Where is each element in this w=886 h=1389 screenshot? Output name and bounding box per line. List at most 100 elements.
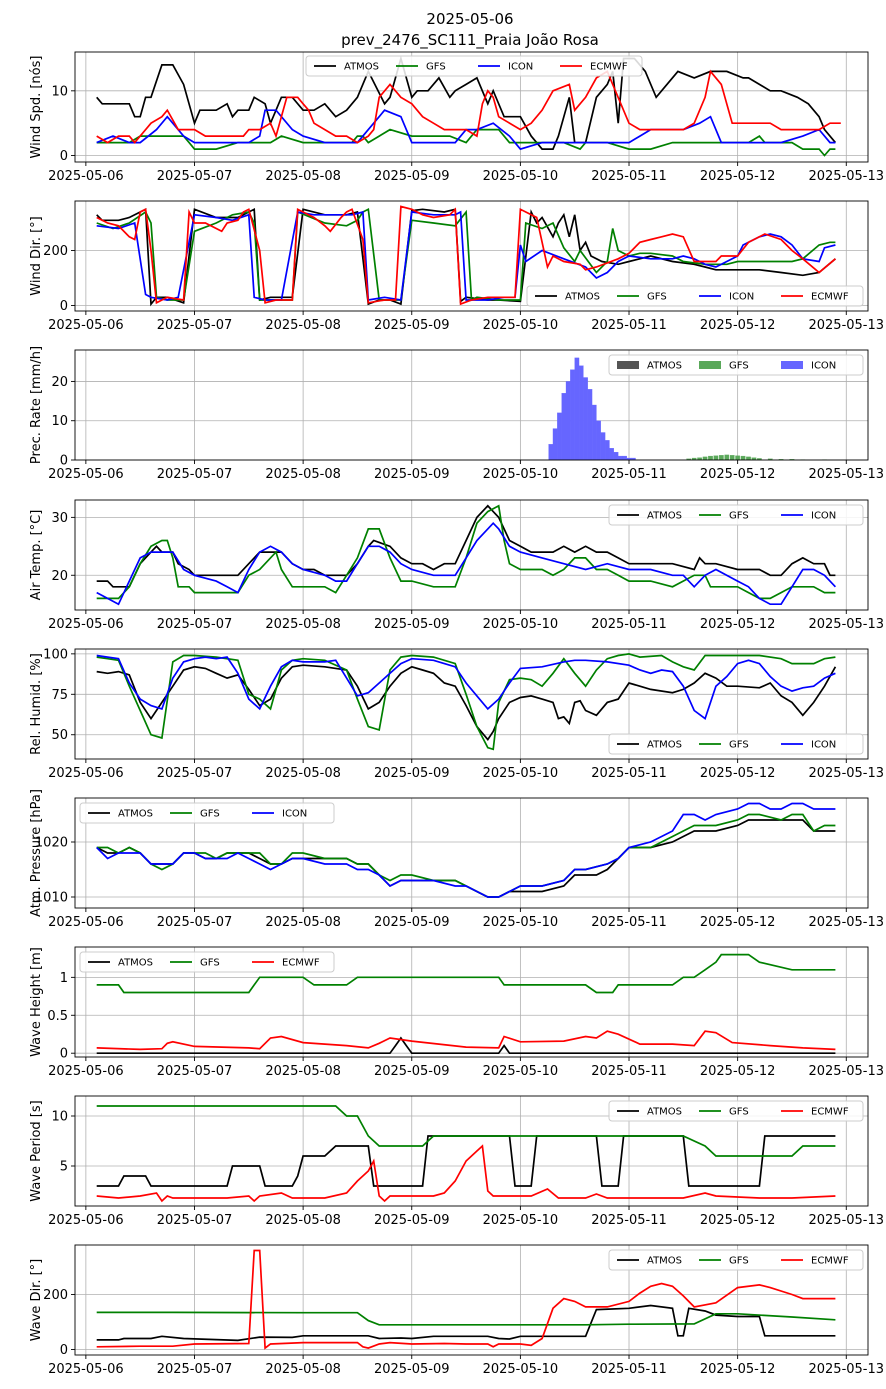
series-line-atmos [96, 55, 837, 150]
y-axis-label: Wave Dir. [°] [29, 1259, 44, 1342]
y-axis-label: Wave Height [m] [29, 947, 44, 1057]
x-tick-label: 2025-05-11 [591, 766, 667, 781]
series-line-atmos [96, 1304, 836, 1342]
x-tick-label: 2025-05-07 [157, 915, 233, 930]
y-tick-label: 10 [51, 1110, 68, 1125]
legend-label: ATMOS [647, 1256, 682, 1267]
precip-bar-gfs [708, 455, 713, 460]
legend-label: ATMOS [647, 740, 682, 751]
legend-label: ATMOS [118, 809, 153, 820]
legend-label: GFS [729, 1107, 749, 1118]
x-tick-label: 2025-05-06 [48, 915, 124, 930]
x-tick-label: 2025-05-08 [265, 1362, 341, 1377]
x-tick-label: 2025-05-13 [808, 1064, 884, 1079]
precip-bar-icon [561, 393, 567, 460]
x-tick-label: 2025-05-09 [374, 766, 450, 781]
x-tick-label: 2025-05-13 [808, 1362, 884, 1377]
x-tick-label: 2025-05-10 [483, 467, 559, 482]
precipitation-legend: ATMOS GFS ICON [608, 354, 864, 376]
precip-bar-icon [583, 377, 588, 460]
legend-label: ECMWF [590, 62, 628, 73]
x-tick-label: 2025-05-07 [157, 467, 233, 482]
precip-bar-gfs [702, 456, 708, 460]
legend-label: GFS [729, 511, 749, 522]
y-axis-label: Wave Period [s] [29, 1100, 44, 1201]
x-tick-label: 2025-05-06 [48, 467, 124, 482]
legend-label: ICON [811, 361, 836, 372]
wind-speed-plot-area [96, 55, 841, 157]
x-tick-label: 2025-05-09 [374, 915, 450, 930]
chart-panels: 2025-05-06 2025-05-07 2025-05-08 2025-05-09… [29, 51, 884, 1377]
legend-box [526, 285, 864, 307]
x-tick-label: 2025-05-13 [808, 1213, 884, 1228]
precip-bar-icon [622, 455, 627, 460]
x-tick-label: 2025-05-11 [591, 1213, 667, 1228]
atmospheric-pressure-panel: 2025-05-06 2025-05-07 2025-05-08 2025-05-09… [29, 789, 884, 930]
series-line-gfs [96, 1311, 836, 1326]
series-line-gfs [96, 953, 836, 994]
series-line-gfs [96, 1105, 836, 1157]
x-tick-label: 2025-05-13 [808, 915, 884, 930]
wave-period-legend: ATMOS GFS ECMWF [608, 1100, 864, 1122]
y-tick-label: 30 [51, 511, 68, 526]
y-tick-label: 0.5 [47, 1009, 68, 1024]
x-tick-label: 2025-05-06 [48, 1064, 124, 1079]
x-tick-label: 2025-05-09 [374, 1064, 450, 1079]
y-tick-label: 5 [60, 1160, 68, 1175]
series-line-icon [96, 109, 836, 151]
x-tick-label: 2025-05-11 [591, 467, 667, 482]
x-tick-label: 2025-05-10 [483, 1362, 559, 1377]
wind-direction-plot-area [96, 205, 836, 307]
precipitation-panel: 2025-05-06 2025-05-07 2025-05-08 2025-05-09… [29, 346, 884, 482]
legend-label: ICON [811, 511, 836, 522]
x-tick-label: 2025-05-08 [265, 617, 341, 632]
precip-bar-icon [609, 448, 614, 460]
x-tick-label: 2025-05-08 [265, 169, 341, 184]
legend-label: GFS [729, 1256, 749, 1267]
x-tick-label: 2025-05-12 [700, 1362, 776, 1377]
y-tick-label: 0 [60, 454, 68, 469]
precip-bar-icon [596, 420, 601, 460]
legend-box [79, 802, 335, 824]
series-line-gfs [96, 504, 836, 600]
axes-frame [74, 499, 869, 611]
legend-box [79, 951, 335, 973]
legend-label: GFS [729, 740, 749, 751]
x-tick-label: 2025-05-10 [483, 1064, 559, 1079]
wave-period-panel: 2025-05-06 2025-05-07 2025-05-08 2025-05-09… [29, 1095, 884, 1228]
x-tick-label: 2025-05-11 [591, 915, 667, 930]
wave-height-legend: ATMOS GFS ECMWF [79, 951, 335, 973]
wave-height-plot-area [96, 953, 836, 1055]
x-tick-label: 2025-05-06 [48, 1213, 124, 1228]
legend-label: ATMOS [647, 1107, 682, 1118]
precip-bar-gfs [686, 458, 692, 460]
x-tick-label: 2025-05-10 [483, 617, 559, 632]
precip-bar-gfs [746, 456, 751, 460]
x-tick-label: 2025-05-08 [265, 766, 341, 781]
x-tick-label: 2025-05-06 [48, 169, 124, 184]
precip-bar-gfs [713, 455, 719, 460]
wind-speed-panel: 2025-05-06 2025-05-07 2025-05-08 2025-05-09… [29, 51, 884, 184]
series-line-icon [96, 654, 836, 720]
wind-direction-panel: 2025-05-06 2025-05-07 2025-05-08 2025-05-09… [29, 200, 884, 333]
y-axis-label: Air Temp. [°C] [29, 510, 44, 601]
legend-label: ECMWF [811, 1107, 849, 1118]
y-tick-label: 1 [60, 971, 68, 986]
y-axis-label: Wind Spd. [nós] [29, 56, 44, 159]
x-tick-label: 2025-05-11 [591, 617, 667, 632]
precip-bar-icon [565, 381, 571, 460]
wave-direction-plot-area [96, 1249, 836, 1350]
y-tick-label: 1020 [35, 836, 68, 851]
x-tick-label: 2025-05-06 [48, 617, 124, 632]
precip-bar-gfs [724, 454, 730, 460]
y-tick-label: 0 [60, 299, 68, 314]
x-tick-label: 2025-05-11 [591, 1362, 667, 1377]
x-tick-label: 2025-05-11 [591, 1064, 667, 1079]
relative-humidity-legend: ATMOS GFS ICON [608, 733, 864, 755]
precip-bar-icon [570, 369, 575, 460]
precip-bar-gfs [729, 455, 735, 460]
y-axis-label: Rel. Humid. [%] [29, 653, 44, 755]
x-tick-label: 2025-05-13 [808, 318, 884, 333]
atmospheric-pressure-legend: ATMOS GFS ICON [79, 802, 335, 824]
